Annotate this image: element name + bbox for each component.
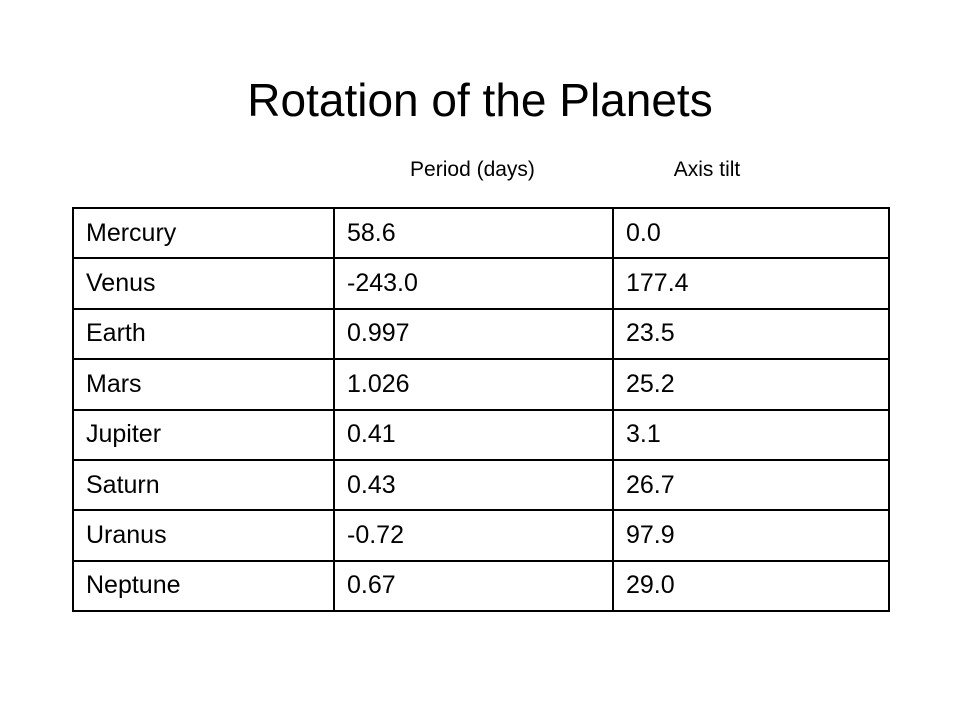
table-row: Mars 1.026 25.2 bbox=[72, 358, 890, 411]
table-cell: Uranus bbox=[72, 509, 335, 562]
table-row: Saturn 0.43 26.7 bbox=[72, 458, 890, 512]
table-cell: 58.6 bbox=[333, 206, 614, 260]
table-row: Jupiter 0.41 3.1 bbox=[72, 408, 890, 461]
table-cell: Jupiter bbox=[72, 408, 335, 461]
table-cell: 23.5 bbox=[612, 307, 890, 361]
column-header: Period (days) bbox=[410, 158, 535, 181]
table-cell: 0.0 bbox=[612, 206, 890, 260]
table-row: Uranus -0.72 97.9 bbox=[72, 509, 890, 562]
table-cell: 0.41 bbox=[333, 408, 614, 461]
table-cell: Neptune bbox=[72, 559, 335, 613]
title: Rotation of the Planets bbox=[247, 74, 713, 126]
table-cell: 0.43 bbox=[333, 458, 614, 512]
table-cell: 177.4 bbox=[612, 257, 890, 310]
column-header: Axis tilt bbox=[673, 158, 741, 181]
table-cell: 0.997 bbox=[333, 307, 614, 361]
table-cell: 3.1 bbox=[612, 408, 890, 461]
table-cell: Mars bbox=[72, 358, 335, 411]
table-cell: Saturn bbox=[72, 458, 335, 512]
table-row: Earth 0.997 23.5 bbox=[72, 307, 890, 361]
table-row: Venus -243.0 177.4 bbox=[72, 257, 890, 310]
table-cell: 25.2 bbox=[612, 358, 890, 411]
table-cell: 0.67 bbox=[333, 559, 614, 613]
table-cell: 97.9 bbox=[612, 509, 890, 562]
table-row: Mercury 58.6 0.0 bbox=[72, 206, 890, 260]
table-cell: -243.0 bbox=[333, 257, 614, 310]
table: Mercury 58.6 0.0 Venus -243.0 177.4 Earth 0.997… bbox=[72, 206, 890, 613]
table-cell: 26.7 bbox=[612, 458, 890, 512]
table-cell: 29.0 bbox=[612, 559, 890, 613]
table-cell: Venus bbox=[72, 257, 335, 310]
table-cell: Mercury bbox=[72, 206, 335, 260]
table-row: Neptune 0.67 29.0 bbox=[72, 559, 890, 613]
table-cell: -0.72 bbox=[333, 509, 614, 562]
table-cell: 1.026 bbox=[333, 358, 614, 411]
table-cell: Earth bbox=[72, 307, 335, 361]
